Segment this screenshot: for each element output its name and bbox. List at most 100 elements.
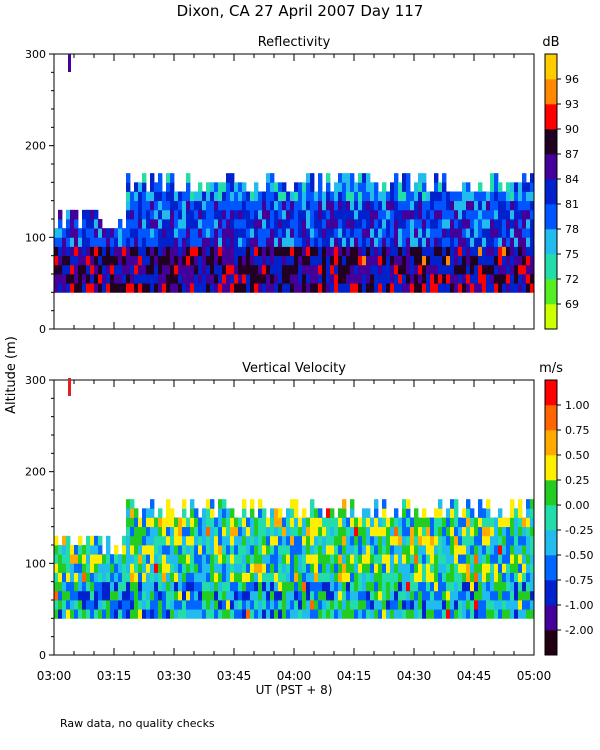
heatmap-cell xyxy=(138,246,143,257)
heatmap-cell xyxy=(86,283,91,293)
heatmap-cell xyxy=(166,246,171,257)
heatmap-cell xyxy=(86,255,91,266)
heatmap-cell xyxy=(174,255,179,266)
colorbar-swatch xyxy=(545,229,557,255)
heatmap-cell xyxy=(354,209,359,220)
heatmap-cell xyxy=(458,526,463,537)
heatmap-cell xyxy=(110,590,115,601)
heatmap-cell xyxy=(406,590,411,601)
heatmap-cell xyxy=(418,255,423,266)
heatmap-cell xyxy=(478,563,483,573)
heatmap-cell xyxy=(470,283,475,293)
heatmap-cell xyxy=(194,246,199,257)
heatmap-cell xyxy=(410,572,415,583)
heatmap-cell xyxy=(446,517,451,528)
heatmap-cell xyxy=(210,499,215,509)
heatmap-cell xyxy=(322,283,327,293)
heatmap-cell xyxy=(506,274,511,284)
heatmap-cell xyxy=(402,255,407,266)
heatmap-cell xyxy=(450,609,455,619)
heatmap-cell xyxy=(410,200,415,211)
heatmap-cell xyxy=(410,237,415,247)
heatmap-cell xyxy=(202,600,207,610)
heatmap-cell xyxy=(238,228,243,238)
heatmap-cell xyxy=(250,590,255,601)
heatmap-cell xyxy=(306,609,311,619)
heatmap-cell xyxy=(154,264,159,275)
heatmap-cell xyxy=(186,609,191,619)
heatmap-cell xyxy=(322,255,327,266)
heatmap-cell xyxy=(94,283,99,293)
heatmap-cell xyxy=(162,535,167,546)
heatmap-cell xyxy=(270,517,275,528)
heatmap-cell xyxy=(122,228,127,238)
heatmap-cell xyxy=(430,191,435,202)
heatmap-cell xyxy=(446,590,451,601)
heatmap-cell xyxy=(414,274,419,284)
heatmap-cell xyxy=(410,609,415,619)
heatmap-cell xyxy=(386,554,391,564)
heatmap-cell xyxy=(218,264,223,275)
heatmap-cell xyxy=(282,545,287,555)
heatmap-cell xyxy=(354,228,359,238)
heatmap-cell xyxy=(326,246,331,257)
heatmap-cell xyxy=(122,246,127,257)
heatmap-cell xyxy=(238,554,243,564)
heatmap-cell xyxy=(222,517,227,528)
heatmap-cell xyxy=(482,200,487,211)
heatmap-cell xyxy=(270,209,275,220)
heatmap-cell xyxy=(346,609,351,619)
heatmap-cell xyxy=(490,182,495,192)
heatmap-cell xyxy=(430,535,435,546)
heatmap-cell xyxy=(326,274,331,284)
heatmap-cell xyxy=(326,237,331,247)
heatmap-cell xyxy=(146,228,151,238)
heatmap-cell xyxy=(490,590,495,601)
heatmap-cell xyxy=(106,590,111,601)
heatmap-cell xyxy=(274,572,279,583)
heatmap-cell xyxy=(118,572,123,583)
heatmap-cell xyxy=(294,535,299,546)
heatmap-cell xyxy=(282,182,287,192)
heatmap-cell xyxy=(274,246,279,257)
heatmap-cell xyxy=(434,545,439,555)
heatmap-cell xyxy=(390,600,395,610)
heatmap-cell xyxy=(282,517,287,528)
vertical-velocity-colorbar-unit: m/s xyxy=(539,361,563,376)
heatmap-cell xyxy=(174,609,179,619)
heatmap-cell xyxy=(466,246,471,257)
heatmap-cell xyxy=(270,228,275,238)
heatmap-cell xyxy=(386,274,391,284)
heatmap-cell xyxy=(506,237,511,247)
heatmap-cell xyxy=(374,609,379,619)
heatmap-cell xyxy=(498,572,503,583)
heatmap-cell xyxy=(398,563,403,573)
heatmap-cell xyxy=(422,581,427,592)
heatmap-cell xyxy=(378,283,383,293)
heatmap-cell xyxy=(318,526,323,537)
heatmap-cell xyxy=(450,219,455,229)
heatmap-cell xyxy=(526,499,531,509)
heatmap-cell xyxy=(74,283,79,293)
y-tick-label: 100 xyxy=(25,557,46,570)
heatmap-cell xyxy=(130,572,135,583)
heatmap-cell xyxy=(474,554,479,564)
heatmap-cell xyxy=(242,200,247,211)
heatmap-cell xyxy=(522,264,527,275)
heatmap-cell xyxy=(482,264,487,275)
heatmap-cell xyxy=(210,600,215,610)
heatmap-cell xyxy=(334,246,339,257)
heatmap-cell xyxy=(370,255,375,266)
heatmap-cell xyxy=(154,526,159,537)
heatmap-cell xyxy=(54,581,59,592)
heatmap-cell xyxy=(138,200,143,211)
heatmap-cell xyxy=(190,255,195,266)
heatmap-cell xyxy=(214,535,219,546)
heatmap-cell xyxy=(330,200,335,211)
heatmap-cell xyxy=(58,219,63,229)
heatmap-cell xyxy=(262,600,267,610)
heatmap-cell xyxy=(198,554,203,564)
heatmap-cell xyxy=(494,572,499,583)
heatmap-cell xyxy=(502,581,507,592)
heatmap-cell xyxy=(510,590,515,601)
